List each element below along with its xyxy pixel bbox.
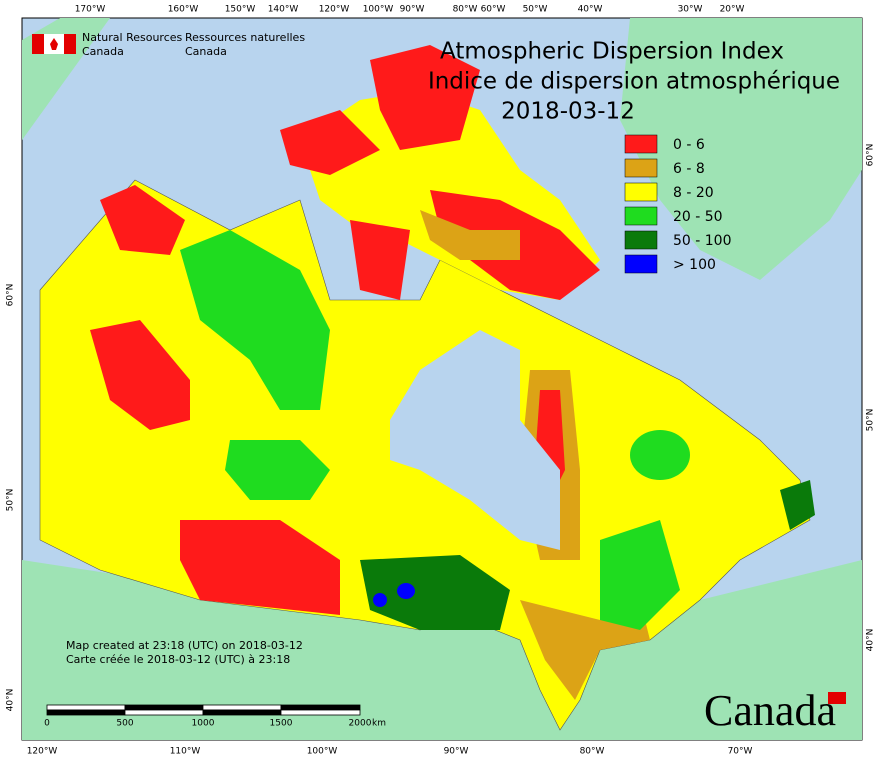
zone: [780, 480, 815, 530]
zone: [600, 520, 680, 630]
org-name: Canada: [82, 45, 124, 58]
scale-segment: [124, 704, 204, 711]
scale-label: 1000: [192, 719, 215, 729]
scale-segment: [124, 709, 204, 716]
flag: [32, 34, 44, 54]
legend-swatch: [624, 134, 658, 154]
graticule-label: 100°W: [363, 5, 394, 15]
date: 2018-03-12: [501, 99, 635, 125]
zone: [370, 45, 480, 150]
graticule-label: 100°W: [307, 747, 338, 757]
title: Indice de dispersion atmosphérique: [428, 69, 840, 95]
graticule-label: 160°W: [168, 5, 199, 15]
greenland: [620, 18, 862, 280]
graticule-label: 30°W: [678, 5, 703, 15]
scale-segment: [280, 704, 361, 711]
legend-label: 6 - 8: [673, 161, 705, 177]
graticule-label: 60°W: [481, 5, 506, 15]
zone: [225, 440, 330, 500]
scale-label: 0: [44, 719, 50, 729]
graticule-label: 80°W: [453, 5, 478, 15]
scale-label: 2000: [349, 719, 372, 729]
zone: [373, 593, 387, 607]
zone: [630, 430, 690, 480]
zone: [180, 520, 340, 615]
graticule-label: 40°N: [866, 629, 876, 652]
legend-swatch: [624, 206, 658, 226]
scale-segment: [202, 709, 282, 716]
org-name: Natural Resources: [82, 31, 183, 44]
zone: [360, 555, 510, 630]
graticule-label: 50°W: [523, 5, 548, 15]
graticule-label: 70°W: [728, 747, 753, 757]
zone: [90, 320, 190, 430]
graticule-label: 20°W: [720, 5, 745, 15]
graticule-label: 150°W: [225, 5, 256, 15]
legend-swatch: [624, 230, 658, 250]
legend-label: > 100: [673, 257, 716, 273]
legend-swatch: [624, 182, 658, 202]
graticule-label: 120°W: [27, 747, 58, 757]
graticule-label: 120°W: [319, 5, 350, 15]
graticule-label: 110°W: [170, 747, 201, 757]
graticule-label: 80°W: [580, 747, 605, 757]
zone: [397, 583, 415, 599]
graticule-label: 140°W: [268, 5, 299, 15]
scale-segment: [280, 709, 361, 716]
graticule-label: 90°W: [444, 747, 469, 757]
legend-label: 20 - 50: [673, 209, 723, 225]
scale-segment: [46, 709, 126, 716]
zone: [100, 185, 185, 255]
legend-label: 8 - 20: [673, 185, 714, 201]
legend-swatch: [624, 158, 658, 178]
graticule-label: 170°W: [75, 5, 106, 15]
legend-label: 0 - 6: [673, 137, 705, 153]
graticule-label: 60°N: [866, 144, 876, 167]
legend-swatch: [624, 254, 658, 274]
graticule-label: 90°W: [400, 5, 425, 15]
hudson-bay: [390, 330, 560, 550]
graticule-label: 40°W: [578, 5, 603, 15]
wordmark-flag: [828, 692, 846, 704]
scale-unit: km: [372, 719, 386, 729]
scale-segment: [46, 704, 126, 711]
zone: [280, 110, 380, 175]
org-name: Canada: [185, 45, 227, 58]
footer-note: Carte créée le 2018-03-12 (UTC) à 23:18: [66, 653, 290, 666]
org-name: Ressources naturelles: [185, 31, 305, 44]
legend-label: 50 - 100: [673, 233, 732, 249]
scale-segment: [202, 704, 282, 711]
zone: [420, 210, 520, 260]
flag: [50, 38, 58, 50]
flag: [64, 34, 76, 54]
footer-note: Map created at 23:18 (UTC) on 2018-03-12: [66, 639, 303, 652]
zone: [350, 220, 410, 300]
scale-label: 500: [116, 719, 133, 729]
graticule-label: 50°N: [6, 489, 16, 512]
scale-label: 1500: [270, 719, 293, 729]
graticule-label: 60°N: [6, 284, 16, 307]
graticule-label: 40°N: [6, 689, 16, 712]
wordmark: Canada: [704, 686, 836, 735]
zone: [180, 230, 330, 410]
zone: [520, 600, 650, 700]
title: Atmospheric Dispersion Index: [440, 39, 784, 65]
usa: [22, 560, 862, 740]
graticule-label: 50°N: [866, 409, 876, 432]
